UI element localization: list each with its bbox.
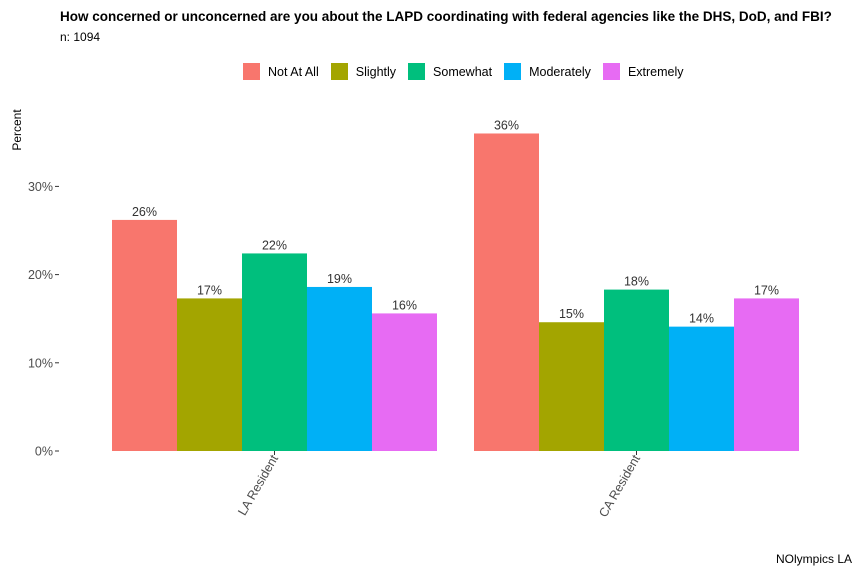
y-tick-label: 10% bbox=[28, 356, 53, 370]
legend-item-moderately: Moderately bbox=[504, 63, 591, 80]
data-label-ca-resident-moderately: 14% bbox=[689, 312, 714, 326]
bar-ca-resident-not-at-all bbox=[474, 133, 539, 452]
x-tick-label-ca-resident: CA Resident bbox=[596, 452, 643, 520]
legend-item-somewhat: Somewhat bbox=[408, 63, 492, 80]
legend-label-moderately: Moderately bbox=[529, 64, 591, 79]
chart-caption: NOlympics LA bbox=[775, 552, 852, 566]
legend-item-not-at-all: Not At All bbox=[243, 63, 319, 80]
bar-la-resident-moderately bbox=[307, 286, 372, 451]
legend-key-moderately bbox=[504, 63, 522, 80]
data-label-ca-resident-not-at-all: 36% bbox=[494, 118, 519, 132]
y-tick-label: 30% bbox=[28, 180, 53, 194]
bar-la-resident-slightly bbox=[177, 298, 242, 451]
bar-ca-resident-extremely bbox=[734, 298, 799, 451]
bar-ca-resident-slightly bbox=[539, 322, 604, 451]
legend-key-not-at-all bbox=[243, 63, 260, 80]
chart-title: How concerned or unconcerned are you abo… bbox=[60, 9, 832, 24]
legend-label-slightly: Slightly bbox=[355, 64, 397, 79]
data-label-la-resident-somewhat: 22% bbox=[262, 238, 287, 252]
bar-la-resident-not-at-all bbox=[112, 219, 177, 451]
data-label-la-resident-not-at-all: 26% bbox=[132, 205, 157, 219]
y-axis: 0% 10% 20% 30% bbox=[28, 180, 59, 459]
y-tick-label: 0% bbox=[35, 445, 53, 459]
data-label-ca-resident-slightly: 15% bbox=[559, 307, 584, 321]
data-label-la-resident-moderately: 19% bbox=[327, 272, 352, 286]
bar-la-resident-extremely bbox=[372, 313, 437, 451]
y-axis-title: Percent bbox=[10, 109, 24, 151]
data-label-ca-resident-somewhat: 18% bbox=[624, 275, 649, 289]
x-axis: LA Resident CA Resident bbox=[235, 451, 643, 520]
legend-key-somewhat bbox=[408, 63, 426, 80]
bars: 26% 17% 22% 19% 16% 36% 15% 18% 14% 17% bbox=[112, 118, 799, 452]
y-tick-label: 20% bbox=[28, 268, 53, 282]
data-label-la-resident-extremely: 16% bbox=[392, 298, 417, 312]
x-tick-label-la-resident: LA Resident bbox=[235, 452, 281, 518]
bar-ca-resident-somewhat bbox=[604, 289, 669, 451]
legend-key-extremely bbox=[602, 63, 620, 80]
data-label-la-resident-slightly: 17% bbox=[197, 283, 222, 297]
data-label-ca-resident-extremely: 17% bbox=[754, 283, 779, 297]
legend: Not At All Slightly Somewhat Moderately … bbox=[243, 63, 696, 80]
legend-key-slightly bbox=[330, 63, 348, 80]
legend-item-slightly: Slightly bbox=[330, 63, 397, 80]
bar-ca-resident-moderately bbox=[669, 326, 734, 451]
legend-label-somewhat: Somewhat bbox=[433, 64, 493, 79]
legend-label-not-at-all: Not At All bbox=[268, 64, 319, 79]
chart-subtitle: n: 1094 bbox=[60, 30, 101, 44]
bar-la-resident-somewhat bbox=[242, 253, 307, 451]
legend-item-extremely: Extremely bbox=[602, 63, 684, 80]
legend-label-extremely: Extremely bbox=[627, 64, 684, 79]
